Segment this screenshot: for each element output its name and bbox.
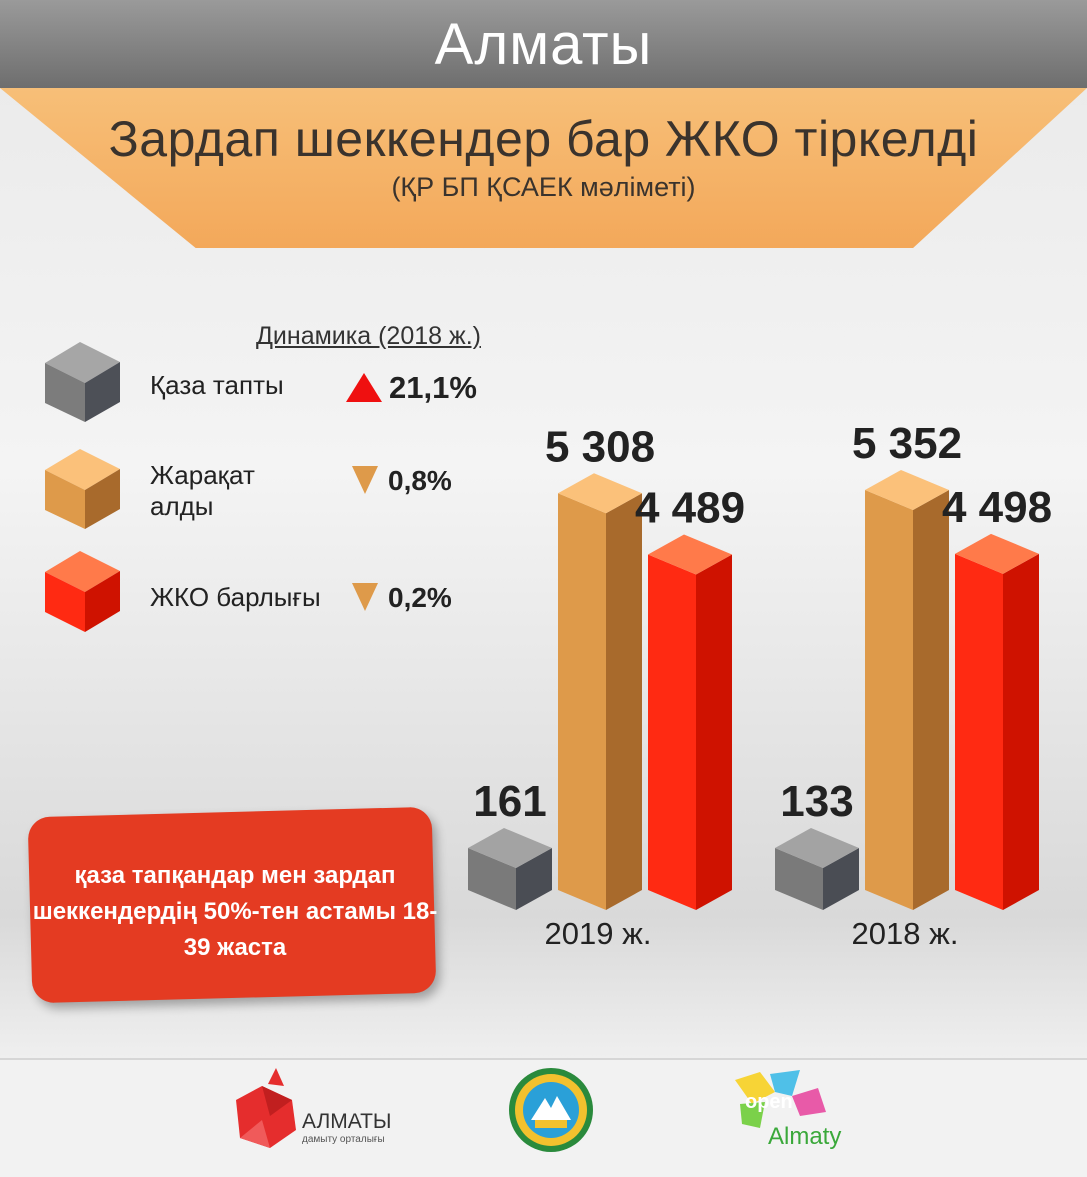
chart-title: Зардап шеккендер бар ЖКО тіркелді xyxy=(108,111,979,167)
open-almaty-logo xyxy=(735,1070,826,1128)
bar-0-0 xyxy=(468,828,552,910)
almaty-logo-name: АЛМАТЫ xyxy=(302,1110,392,1133)
legend-label-injured: Жарақат алды xyxy=(150,460,255,521)
bar-1-0 xyxy=(558,473,642,910)
value-label-2-1: 4 498 xyxy=(942,483,1052,532)
value-label-1-1: 5 352 xyxy=(852,419,962,468)
category-label-0: 2019 ж. xyxy=(545,916,652,951)
legend-cube-orange xyxy=(45,449,120,529)
value-label-2-0: 4 489 xyxy=(635,483,745,532)
city-header: Алматы xyxy=(0,0,1087,88)
change-injured: 0,8% xyxy=(388,465,452,496)
bar-2-1 xyxy=(955,533,1039,910)
up-arrow-icon xyxy=(346,373,382,402)
legend-label-total: ЖКО барлығы xyxy=(150,582,321,612)
bar-1-1 xyxy=(865,470,949,910)
city-title: Алматы xyxy=(434,11,653,77)
down-arrow-icon xyxy=(352,466,378,494)
value-label-1-0: 5 308 xyxy=(545,422,655,471)
chart-subtitle: (ҚР БП ҚСАЕК мәліметі) xyxy=(391,172,696,202)
change-total: 0,2% xyxy=(388,582,452,613)
down-arrow-icon xyxy=(352,583,378,611)
footer-logos: АЛМАТЫ дамыту орталығы open Almaty xyxy=(236,1068,841,1152)
bar-0-1 xyxy=(775,828,859,910)
open-logo-top: open xyxy=(745,1091,793,1113)
almaty-logo-sub: дамыту орталығы xyxy=(302,1134,385,1145)
legend-cube-gray xyxy=(45,342,120,422)
legend-cube-red xyxy=(45,551,120,632)
open-logo-bottom: Almaty xyxy=(768,1123,841,1150)
dynamics-title: Динамика (2018 ж.) xyxy=(256,322,481,350)
change-deaths: 21,1% xyxy=(389,370,477,405)
value-label-0-0: 161 xyxy=(473,777,546,826)
category-label-1: 2018 ж. xyxy=(852,916,959,951)
value-label-0-1: 133 xyxy=(780,777,853,826)
legend-label-deaths: Қаза тапты xyxy=(150,370,284,400)
callout-text: қаза тапқандар мен зардап шеккендердің 5… xyxy=(32,862,438,961)
title-banner xyxy=(0,88,1087,248)
almaty-development-logo xyxy=(236,1068,296,1148)
almaty-emblem-icon xyxy=(509,1068,593,1152)
bar-2-0 xyxy=(648,534,732,910)
